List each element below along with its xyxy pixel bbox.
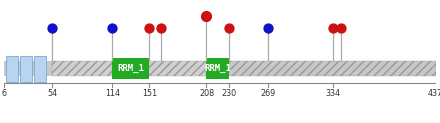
Text: 114: 114 (105, 89, 120, 98)
Text: 151: 151 (142, 89, 157, 98)
Bar (52, 61, 113, 76)
Bar (206, 58, 228, 79)
Text: 334: 334 (325, 89, 340, 98)
Bar (7, 56, 18, 82)
Point (203, 15, 210, 17)
Point (329, 27, 336, 29)
Point (337, 27, 344, 29)
Text: 6: 6 (2, 89, 7, 98)
Text: 54: 54 (48, 89, 58, 98)
Point (109, 27, 116, 29)
Point (49, 27, 56, 29)
Point (158, 27, 165, 29)
Bar (4, 61, 436, 76)
Text: RRM_1: RRM_1 (117, 64, 144, 73)
Text: 269: 269 (260, 89, 275, 98)
Bar (113, 58, 150, 79)
Text: 437: 437 (428, 89, 440, 98)
Point (146, 27, 153, 29)
Bar (228, 61, 436, 76)
Text: 230: 230 (221, 89, 236, 98)
Bar (34, 56, 46, 82)
Point (225, 27, 232, 29)
Bar (150, 61, 206, 76)
Text: RRM_1: RRM_1 (204, 64, 231, 73)
Bar (20, 56, 33, 82)
Text: 208: 208 (199, 89, 214, 98)
Point (264, 27, 271, 29)
